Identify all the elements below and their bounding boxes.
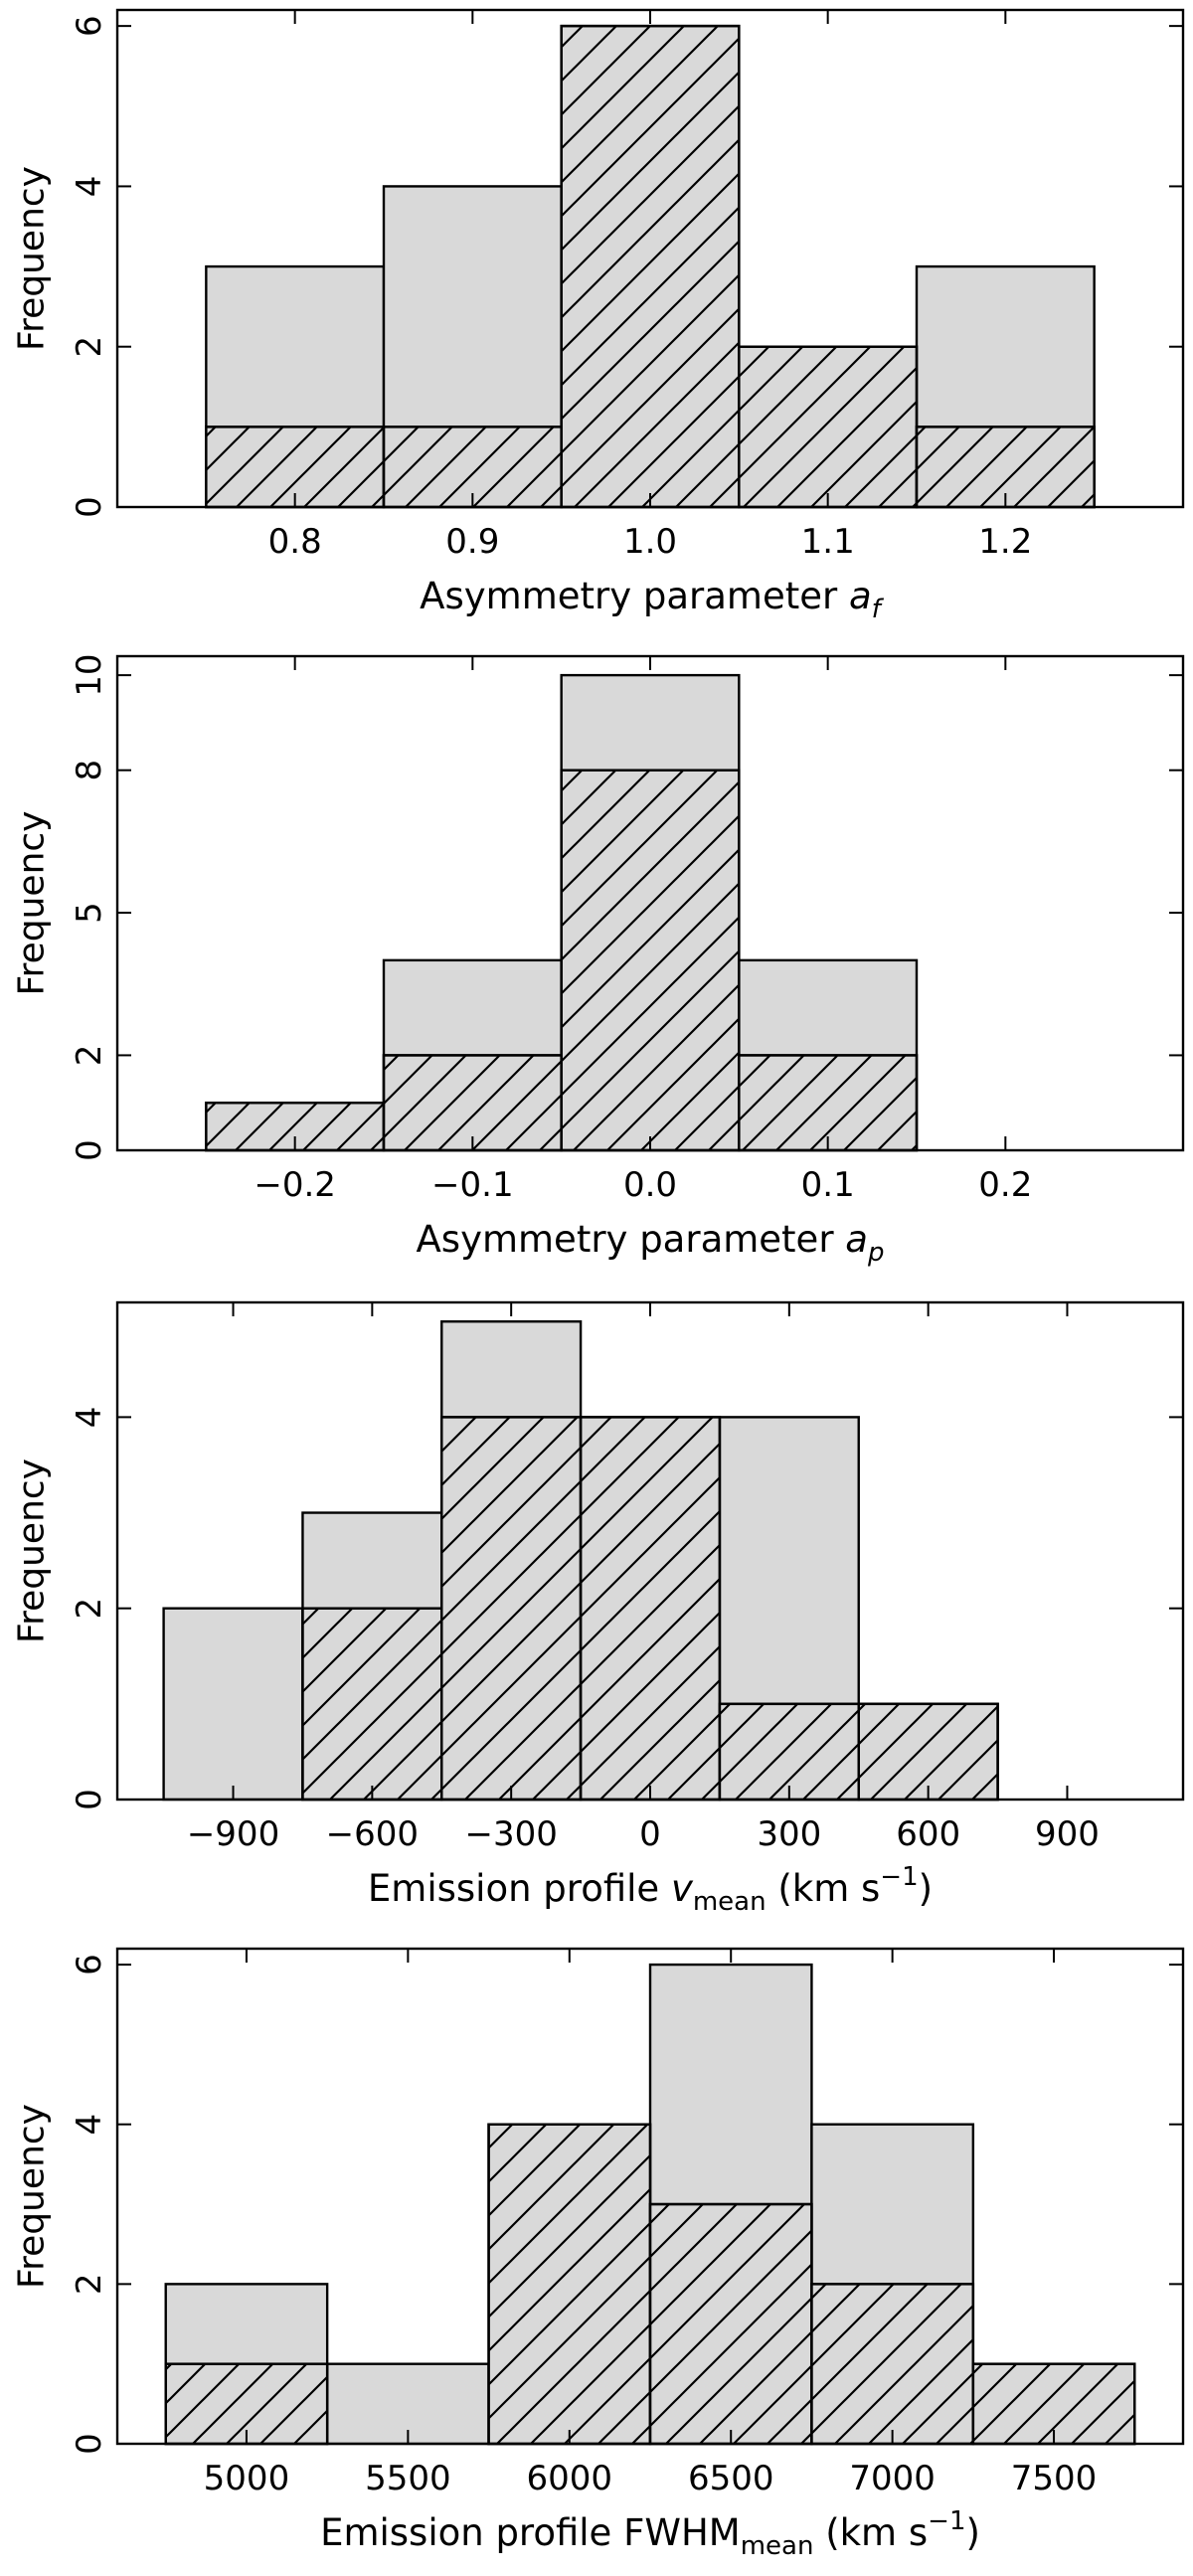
y-tick-label: 4: [70, 1407, 109, 1429]
hatch-overlay-3: [560, 24, 741, 509]
x-tick-label: 0.8: [268, 522, 322, 562]
x-tick-label: 900: [1035, 1814, 1100, 1854]
x-tick-label: 600: [896, 1814, 960, 1854]
y-tick-label: 2: [70, 336, 109, 358]
y-tick-label: 6: [70, 15, 109, 37]
hatch-overlay-4: [738, 345, 919, 509]
hatch-overlay-2: [382, 1054, 563, 1152]
x-tick-label: −600: [326, 1814, 419, 1854]
x-tick-label: 7000: [849, 2459, 936, 2498]
hatch-overlay-2: [301, 1607, 443, 1802]
x-tick-label: 300: [757, 1814, 821, 1854]
x-tick-label: 6000: [527, 2459, 613, 2498]
axes-frame: [115, 1947, 1185, 2446]
x-axis-label: Asymmetry parameter af: [420, 575, 885, 624]
hatch-overlay-3: [440, 1416, 583, 1802]
y-tick-label: 5: [70, 902, 109, 924]
y-tick-label: 8: [70, 760, 109, 781]
y-tick-label: 0: [70, 496, 109, 518]
hatch-overlay-5: [718, 1702, 860, 1802]
y-tick-label: 0: [70, 1139, 109, 1161]
y-axis-label: Frequency: [12, 1459, 53, 1643]
x-tick-label: 0.2: [978, 1165, 1032, 1205]
y-axis-label: Frequency: [12, 811, 53, 996]
y-axis-label: Frequency: [12, 2104, 53, 2289]
y-tick-label: 2: [70, 1045, 109, 1067]
hatch-overlay-3: [560, 769, 741, 1152]
x-tick-label: 6500: [688, 2459, 774, 2498]
hatch-overlay-3: [487, 2123, 652, 2446]
y-tick-label: 0: [70, 1789, 109, 1810]
hatch-overlay-4: [579, 1416, 722, 1802]
y-tick-label: 2: [70, 2274, 109, 2296]
hatch-overlay-6: [857, 1702, 999, 1802]
y-tick-label: 0: [70, 2433, 109, 2455]
x-tick-label: 7500: [1011, 2459, 1098, 2498]
y-tick-label: 6: [70, 1954, 109, 1975]
y-tick-label: 4: [70, 2114, 109, 2136]
hatch-overlay-4: [648, 2202, 813, 2446]
x-tick-label: 0.1: [801, 1165, 855, 1205]
x-tick-label: −0.1: [431, 1165, 514, 1205]
y-tick-label: 4: [70, 176, 109, 198]
hatch-overlay-4: [738, 1054, 919, 1152]
y-axis-label: Frequency: [12, 166, 53, 351]
x-tick-label: −300: [464, 1814, 557, 1854]
x-tick-label: 0: [639, 1814, 661, 1854]
x-tick-label: 0.0: [623, 1165, 677, 1205]
x-axis-label: Emission profile vmean (km s−1): [368, 1862, 933, 1917]
x-axis-label: Asymmetry parameter ap: [416, 1218, 884, 1268]
histogram-panel-1: 0.8 0.9 1.0 1.1 1.2 0 2 4 6 Frequency Asymmetry pa…: [12, 8, 1185, 624]
x-tick-label: 0.9: [445, 522, 499, 562]
x-tick-label: 1.1: [801, 522, 855, 562]
x-tick-label: 5500: [365, 2459, 451, 2498]
solid-bar-1: [162, 1607, 304, 1802]
x-tick-label: −0.2: [254, 1165, 336, 1205]
x-axis-label: Emission profile FWHMmean (km s−1): [320, 2506, 980, 2561]
x-tick-label: −900: [187, 1814, 279, 1854]
x-tick-label: 1.2: [978, 522, 1032, 562]
y-tick-label: 10: [70, 653, 109, 696]
hatch-overlay-5: [810, 2283, 975, 2446]
y-tick-label: 2: [70, 1598, 109, 1620]
histogram-panel-2: −0.2 −0.1 0.0 0.1 0.2 0 2 5 8 10 Frequency Asymmetr…: [12, 653, 1185, 1268]
x-tick-label: 1.0: [623, 522, 677, 562]
x-tick-label: 5000: [204, 2459, 290, 2498]
histogram-panel-3: −900 −600 −300 0 300 600 900 0 2 4 Frequency Emissi…: [12, 1300, 1185, 1917]
histogram-panel-4: 5000 5500 6000 6500 7000 7500 0 2 4 6 Frequency Emi…: [12, 1947, 1185, 2561]
